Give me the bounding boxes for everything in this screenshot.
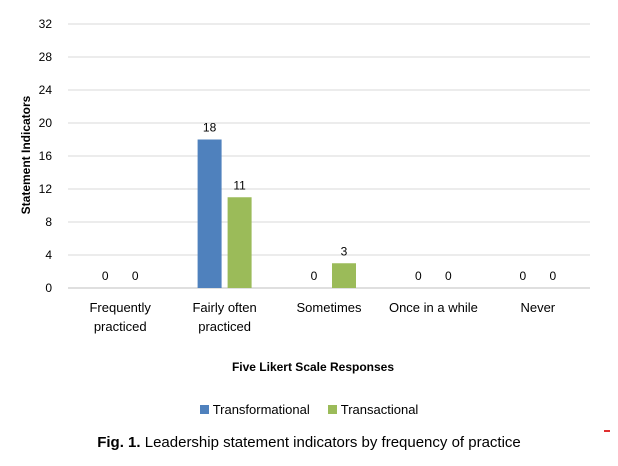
data-label: 0: [311, 269, 318, 283]
data-label: 0: [549, 269, 556, 283]
data-label: 3: [341, 244, 348, 258]
x-category-label: Fairly often: [192, 300, 256, 315]
x-axis-categories: Frequently practiced Fairly often practiced…: [89, 300, 555, 334]
legend: Transformational Transactional: [0, 402, 618, 417]
red-dash-mark: [604, 430, 610, 432]
data-label: 11: [233, 178, 246, 192]
data-label: 0: [415, 269, 422, 283]
x-axis-title: Five Likert Scale Responses: [232, 360, 394, 374]
data-label: 18: [203, 121, 217, 135]
x-category-label: Never: [520, 300, 555, 315]
y-tick-label: 8: [45, 215, 52, 229]
legend-swatch-transformational: [199, 405, 209, 414]
y-tick-label: 0: [45, 281, 52, 295]
bar-transactional-1: [227, 197, 252, 288]
x-category-label: practiced: [198, 319, 251, 334]
y-tick-label: 20: [39, 116, 53, 130]
bars: [197, 139, 356, 288]
data-labels: 0 0 18 11 0 3 0 0 0 0: [102, 121, 557, 284]
x-category-label: Once in a while: [389, 300, 478, 315]
y-tick-label: 16: [39, 149, 53, 163]
y-tick-label: 4: [45, 248, 52, 262]
data-label: 0: [102, 269, 109, 283]
y-axis-title: Statement Indicators: [19, 95, 33, 214]
bar-transactional-2: [332, 263, 356, 288]
legend-swatch-transactional: [327, 405, 337, 414]
x-category-label: practiced: [94, 319, 147, 334]
figure-caption-text: Leadership statement indicators by frequ…: [140, 434, 521, 451]
data-label: 0: [132, 269, 139, 283]
bar-transformational-1: [197, 139, 222, 288]
figure-caption: Fig. 1. Leadership statement indicators …: [0, 434, 618, 451]
data-label: 0: [519, 269, 526, 283]
data-label: 0: [445, 269, 452, 283]
gridlines: [68, 23, 590, 289]
x-category-label: Sometimes: [296, 300, 362, 315]
y-tick-label: 12: [39, 182, 53, 196]
legend-label-transformational: Transformational: [212, 402, 310, 417]
chart: 0 4 8 12 16 20 24 28 32 0 0 18 11 0 3 0 0 0 0 Frequently p…: [19, 17, 590, 374]
figure-caption-prefix: Fig. 1.: [97, 434, 141, 451]
legend-label-transactional: Transactional: [340, 402, 419, 417]
legend-item-transactional: Transactional: [327, 402, 419, 417]
y-tick-label: 28: [39, 50, 53, 64]
y-tick-label: 32: [39, 17, 53, 31]
y-axis-ticks: 0 4 8 12 16 20 24 28 32: [39, 17, 53, 295]
legend-item-transformational: Transformational: [199, 402, 310, 417]
x-category-label: Frequently: [89, 300, 151, 315]
y-tick-label: 24: [39, 83, 53, 97]
